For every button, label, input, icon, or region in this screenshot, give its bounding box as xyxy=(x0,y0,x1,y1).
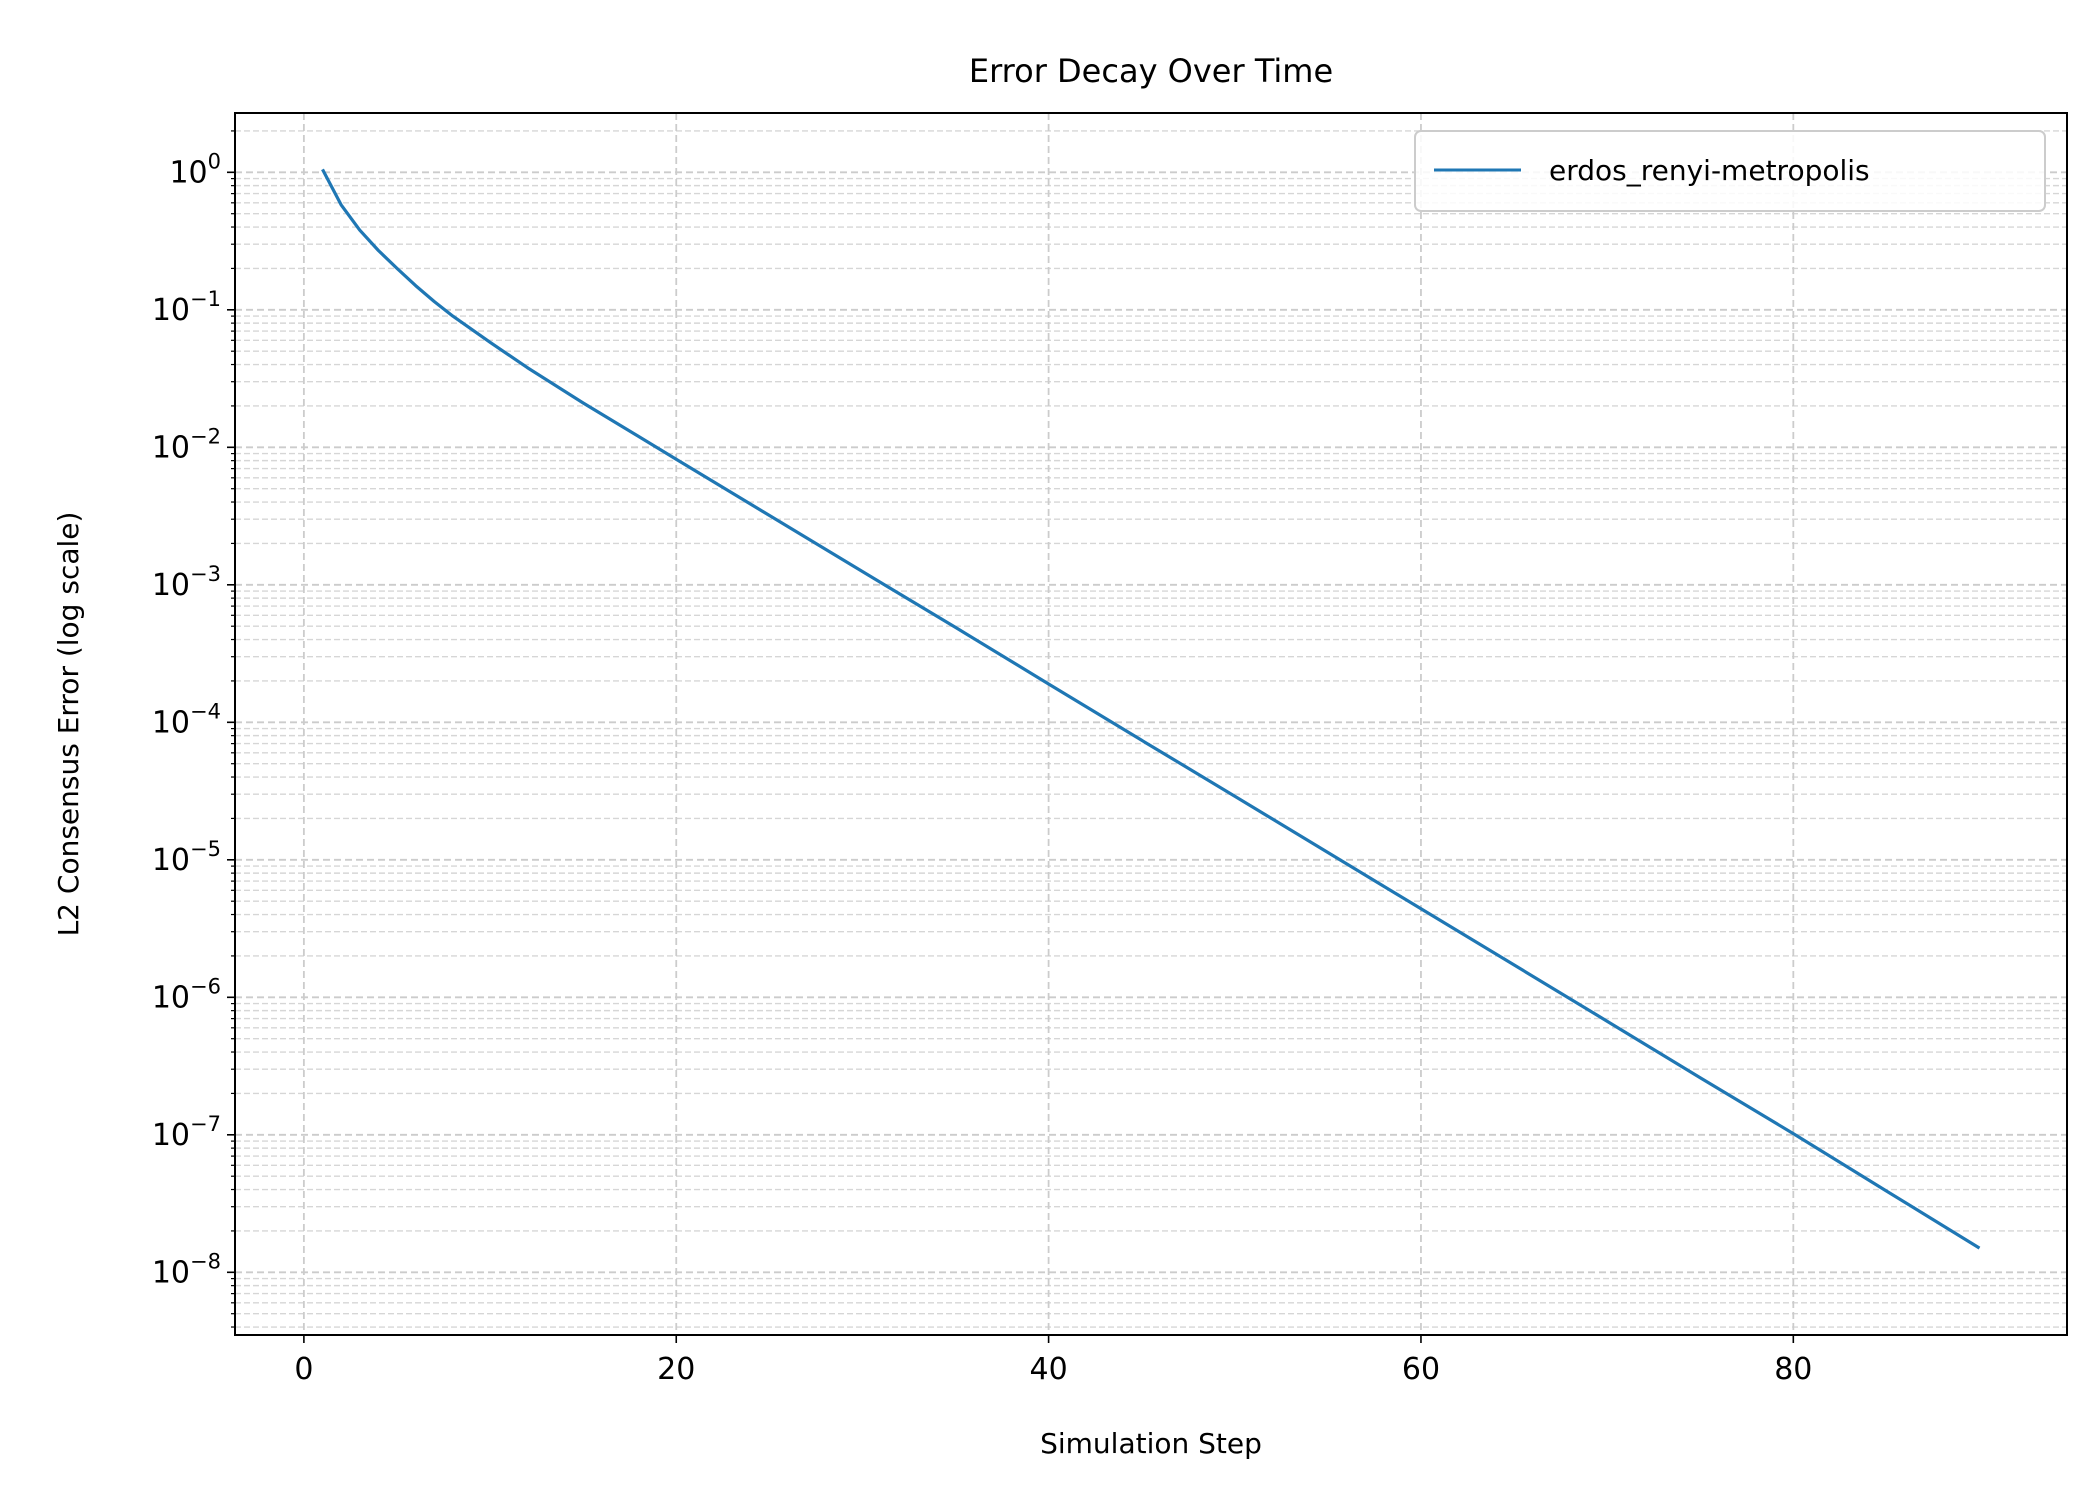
y-tick-label: 10−2 xyxy=(152,424,221,465)
y-tick-label: 10−8 xyxy=(152,1249,221,1290)
x-tick-label: 0 xyxy=(294,1352,313,1387)
x-tick-label: 60 xyxy=(1402,1352,1440,1387)
y-tick-label: 10−1 xyxy=(152,287,221,328)
y-tick-label: 10−7 xyxy=(152,1112,221,1153)
series-layer xyxy=(321,168,1981,1250)
y-axis: 100 10−1 10−2 10−3 10−4 10−5 10−6 10−7 10−8 xyxy=(152,130,235,1328)
y-tick-label: 10−5 xyxy=(152,837,221,878)
major-gridlines xyxy=(235,113,2067,1335)
y-tick-label: 10−6 xyxy=(152,974,221,1015)
y-tick-label: 10−4 xyxy=(152,699,221,740)
y-axis-label: L2 Consensus Error (log scale) xyxy=(52,512,85,937)
x-tick-label: 80 xyxy=(1774,1352,1812,1387)
legend-box xyxy=(1414,130,2046,212)
legend-label: erdos_renyi-metropolis xyxy=(1549,154,1870,187)
y-tick-label: 100 xyxy=(169,149,221,190)
chart-title: Error Decay Over Time xyxy=(969,52,1333,90)
legend: erdos_renyi-metropolis xyxy=(1414,130,2046,212)
x-axis: 0 20 40 60 80 xyxy=(294,1335,1812,1387)
y-tick-label: 10−3 xyxy=(152,562,221,603)
minor-gridlines xyxy=(235,130,2067,1328)
x-axis-label: Simulation Step xyxy=(1040,1427,1262,1460)
plot-area xyxy=(235,113,2067,1335)
plot-frame xyxy=(234,112,2068,1336)
x-tick-label: 20 xyxy=(657,1352,695,1387)
x-tick-label: 40 xyxy=(1030,1352,1068,1387)
series-line xyxy=(321,168,1981,1250)
